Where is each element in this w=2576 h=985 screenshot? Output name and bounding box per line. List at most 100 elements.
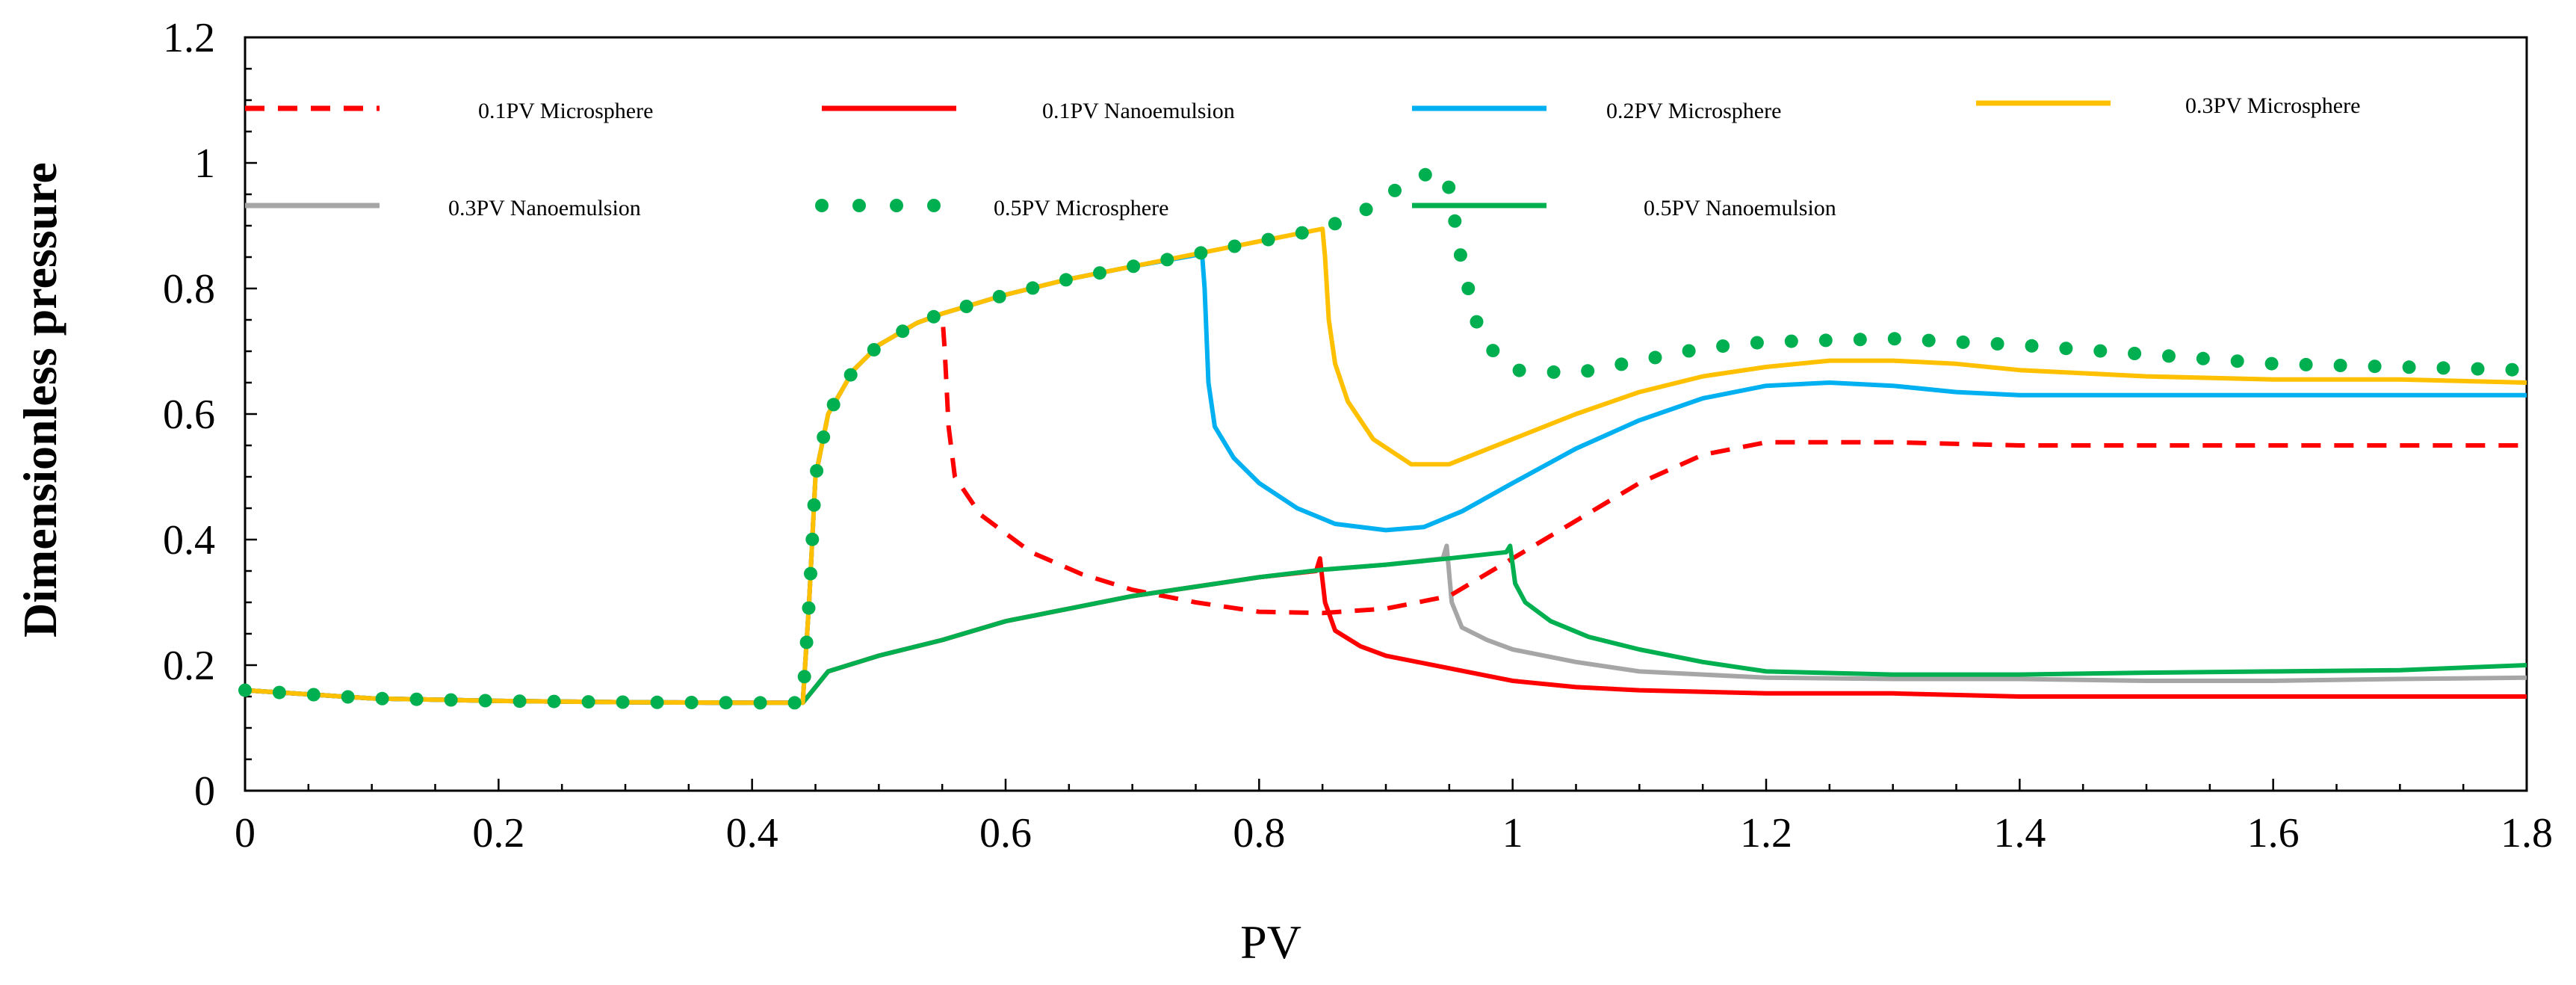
series-0-5pv-microsphere-point — [2059, 342, 2073, 356]
series-0-5pv-microsphere-point — [896, 324, 910, 339]
series-0-5pv-microsphere-point — [238, 683, 252, 697]
series-0-5pv-microsphere-point — [1614, 357, 1629, 371]
series-0-5pv-microsphere-point — [1160, 253, 1174, 267]
series-0-5pv-microsphere-point — [1418, 167, 1432, 182]
x-tick-label: 0.8 — [1233, 810, 1285, 856]
series-0-5pv-microsphere-point — [787, 696, 802, 710]
series-0-5pv-microsphere-point — [1887, 332, 1901, 346]
x-tick-label: 0.6 — [979, 810, 1032, 856]
legend-swatch-dot — [852, 199, 866, 212]
series-0-5pv-microsphere-point — [1853, 333, 1867, 347]
x-tick-label: 0.4 — [726, 810, 778, 856]
legend-swatch-dot — [815, 199, 829, 212]
series-0-5pv-microsphere-point — [1956, 335, 1970, 349]
y-tick-label: 1.2 — [163, 15, 215, 61]
series-0-5pv-microsphere-point — [616, 695, 630, 709]
series-0-5pv-microsphere-point — [843, 368, 858, 382]
series-0-5pv-microsphere-point — [306, 688, 321, 702]
series-0-5pv-microsphere-point — [1359, 203, 1373, 217]
series-0-5pv-microsphere-point — [959, 300, 973, 313]
series-0-5pv-microsphere-point — [802, 601, 816, 615]
legend-label: 0.5PV Microsphere — [994, 196, 1168, 220]
series-0-5pv-microsphere-point — [804, 566, 817, 581]
series-0-3pv-microsphere-line — [244, 226, 2527, 705]
y-tick-label: 0.6 — [163, 392, 215, 438]
series-0-5pv-microsphere-point — [1093, 266, 1106, 280]
x-tick-label: 1 — [1502, 810, 1523, 856]
legend-item-0-5pv-microsphere: 0.5PV Microsphere — [815, 196, 1168, 220]
series-0-5pv-microsphere-point — [805, 532, 820, 546]
y-tick-label: 0.2 — [163, 643, 215, 689]
y-axis-title: Dimensionless pressure — [13, 162, 66, 637]
y-tick-label: 0.4 — [163, 517, 215, 563]
legend-item-0-1pv-nanoemulsion: 0.1PV Nanoemulsion — [822, 99, 1235, 123]
legend-item-0-3pv-nanoemulsion: 0.3PV Nanoemulsion — [245, 196, 641, 220]
legend-label: 0.1PV Microsphere — [478, 99, 653, 123]
series-0-5pv-microsphere-point — [581, 695, 595, 709]
plot-frame — [244, 36, 2528, 792]
series-0-5pv-microsphere-point — [547, 694, 561, 708]
series-0-5pv-microsphere-point — [817, 430, 831, 444]
series-0-5pv-microsphere-point — [1990, 337, 2004, 351]
series-0-5pv-microsphere-point — [1295, 226, 1309, 240]
series-0-5pv-microsphere-point — [2230, 354, 2244, 368]
series-0-5pv-microsphere-point — [2368, 359, 2382, 374]
x-axis-title: PV — [1240, 915, 1301, 969]
y-tick-label: 0 — [194, 768, 215, 815]
series-0-5pv-microsphere-point — [1442, 180, 1456, 194]
series-0-5pv-microsphere-point — [826, 398, 840, 412]
series-0-5pv-microsphere — [238, 167, 2519, 710]
series-0-5pv-microsphere-point — [1716, 339, 1730, 353]
series-0-5pv-microsphere-point — [1461, 282, 1476, 295]
legend: 0.1PV Microsphere 0.1PV Nanoemulsion 0.2PV… — [245, 93, 2360, 220]
series-0-5pv-microsphere-point — [2299, 357, 2313, 371]
series-0-5pv-microsphere-point — [2128, 347, 2142, 360]
series-0-5pv-microsphere-point — [513, 694, 527, 708]
series-0-5pv-microsphere-point — [1127, 259, 1141, 274]
series-0-5pv-microsphere-point — [2402, 360, 2416, 374]
series-0-5pv-microsphere-point — [2162, 349, 2176, 363]
series-0-5pv-microsphere-point — [2025, 339, 2039, 353]
series-0-5pv-microsphere-point — [1818, 333, 1833, 348]
series-0-5pv-microsphere-point — [409, 692, 424, 706]
x-tick-label: 1.2 — [1740, 810, 1792, 856]
series-0-5pv-microsphere-point — [2471, 362, 2485, 376]
series-0-5pv-microsphere-point — [1227, 239, 1242, 253]
series-0-5pv-microsphere-point — [1388, 183, 1402, 197]
legend-item-0-5pv-nanoemulsion: 0.5PV Nanoemulsion — [1412, 196, 1836, 220]
series-0-5pv-microsphere-point — [2093, 344, 2108, 358]
x-tick-label: 0.2 — [472, 810, 524, 856]
series-0-5pv-microsphere-point — [1512, 363, 1526, 377]
series-0-5pv-microsphere-point — [2436, 361, 2450, 375]
legend-label: 0.3PV Microsphere — [2185, 93, 2360, 118]
series-0-5pv-microsphere-point — [797, 670, 811, 684]
series-0-5pv-microsphere-point — [1922, 333, 1936, 348]
series-0-5pv-microsphere-point — [684, 696, 699, 709]
legend-item-0-1pv-microsphere: 0.1PV Microsphere — [245, 99, 653, 123]
series-0-5pv-microsphere-point — [2505, 362, 2519, 377]
series-0-5pv-microsphere-point — [478, 694, 492, 708]
series-0-5pv-microsphere-point — [1648, 351, 1662, 365]
series-0-5pv-microsphere-point — [1470, 315, 1484, 329]
series-0-5pv-microsphere-point — [810, 464, 824, 478]
x-tick-label: 1.6 — [2247, 810, 2300, 856]
series-0-5pv-microsphere-point — [799, 635, 814, 649]
series-0-5pv-microsphere-point — [992, 289, 1006, 303]
series-0-5pv-microsphere-point — [807, 498, 821, 512]
series-0-5pv-microsphere-point — [444, 693, 458, 707]
legend-label: 0.1PV Nanoemulsion — [1042, 99, 1235, 123]
legend-swatch-dot — [890, 199, 903, 212]
legend-item-0-2pv-microsphere: 0.2PV Microsphere — [1412, 99, 1781, 123]
series-0-5pv-microsphere-point — [1486, 344, 1500, 358]
series-0-5pv-microsphere-point — [1194, 246, 1208, 260]
series-0-5pv-microsphere-point — [1026, 281, 1040, 295]
series-0-2pv-microsphere-line — [244, 251, 2527, 705]
series-0-5pv-microsphere-point — [867, 343, 881, 356]
series-0-5pv-microsphere-point — [1059, 273, 1073, 287]
series-0-5pv-microsphere-point — [926, 309, 941, 324]
series-0-5pv-microsphere-point — [1546, 365, 1561, 379]
series-0-5pv-microsphere-point — [2264, 356, 2279, 371]
series-0-5pv-microsphere-point — [1750, 336, 1764, 350]
y-tick-label: 0.8 — [163, 266, 215, 312]
